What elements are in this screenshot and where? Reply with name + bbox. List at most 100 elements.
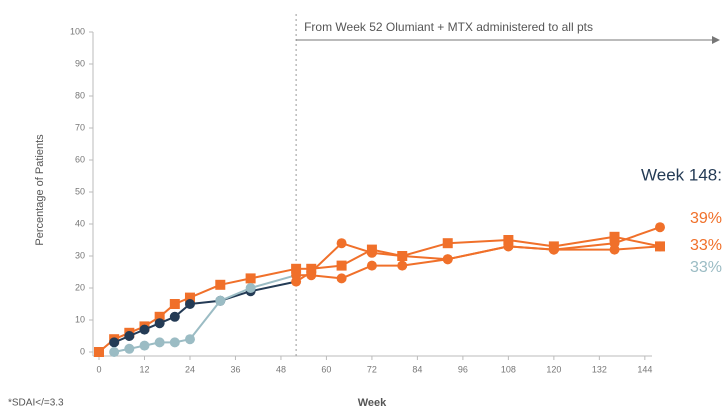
x-tick-label: 144	[637, 364, 652, 374]
marker	[291, 263, 302, 274]
series-segment	[371, 251, 403, 257]
arrow-head	[712, 36, 720, 44]
x-tick-label: 60	[321, 364, 331, 374]
marker	[336, 238, 347, 249]
series-segment	[189, 299, 221, 305]
series-segment	[250, 280, 297, 293]
series-segment	[401, 242, 449, 257]
series-segment	[189, 283, 221, 299]
series-segment	[614, 245, 661, 251]
x-tick-label: 120	[546, 364, 561, 374]
marker	[503, 235, 514, 245]
x-tick-label: 12	[139, 364, 149, 374]
marker	[184, 334, 195, 345]
marker	[154, 318, 165, 329]
series-segment	[447, 245, 509, 261]
y-tick-label: 30	[75, 250, 85, 260]
series-segment	[341, 242, 373, 254]
series-segment	[553, 235, 615, 248]
x-tick-label: 24	[185, 364, 195, 374]
series-segment	[402, 258, 448, 267]
x-tick-label: 108	[501, 364, 516, 374]
series-segment	[614, 226, 661, 245]
x-tick-label: 96	[458, 364, 468, 374]
x-tick-label: 72	[367, 364, 377, 374]
marker	[291, 270, 302, 281]
marker	[609, 231, 620, 242]
series-segment	[341, 248, 373, 267]
end-label: 33%	[690, 237, 722, 254]
marker	[184, 292, 195, 303]
marker	[245, 273, 256, 284]
marker	[336, 260, 347, 271]
marker	[366, 260, 377, 271]
y-tick-label: 50	[75, 186, 85, 196]
marker	[655, 241, 665, 252]
series-segment	[447, 239, 509, 245]
x-tick-label: 84	[412, 364, 422, 374]
annotation: From Week 52 Olumiant + MTX administered…	[304, 20, 593, 34]
x-tick-label: 48	[276, 364, 286, 374]
marker	[245, 283, 256, 293]
marker	[184, 299, 195, 309]
y-tick-label: 60	[75, 154, 85, 164]
series-segment	[189, 300, 222, 340]
end-title: Week 148:	[641, 165, 722, 184]
marker	[215, 279, 226, 290]
marker	[215, 295, 226, 306]
x-tick-label: 0	[96, 364, 101, 374]
marker	[442, 254, 453, 265]
marker	[109, 347, 120, 357]
x-tick-label: 36	[230, 364, 240, 374]
y-axis-label: Percentage of Patients	[34, 134, 46, 246]
end-label: 33%	[690, 259, 722, 276]
y-tick-label: 20	[75, 282, 85, 292]
series-segment	[220, 277, 251, 286]
series-segment	[341, 264, 373, 280]
marker	[139, 340, 150, 351]
marker	[169, 311, 180, 322]
marker	[548, 244, 559, 255]
y-tick-label: 40	[75, 218, 85, 228]
marker	[503, 241, 514, 252]
x-tick-label: 132	[592, 364, 607, 374]
marker	[124, 331, 135, 341]
y-tick-label: 90	[75, 58, 85, 68]
series-segment	[508, 239, 555, 248]
footnote: *SDAI</=3.3	[8, 398, 64, 409]
marker	[397, 260, 408, 271]
series-segment	[219, 287, 252, 302]
y-tick-label: 10	[75, 314, 85, 324]
y-tick-label: 70	[75, 122, 85, 132]
end-label: 39%	[690, 210, 722, 227]
marker	[169, 299, 180, 309]
y-tick-label: 100	[70, 26, 85, 36]
marker	[655, 222, 665, 233]
x-axis-label: Week	[358, 397, 387, 409]
marker	[124, 343, 135, 354]
series-segment	[250, 267, 297, 280]
series-segment	[614, 235, 661, 248]
series-segment	[402, 255, 448, 261]
marker	[154, 311, 165, 322]
series-segment	[250, 274, 297, 289]
marker	[397, 251, 408, 261]
y-tick-label: 80	[75, 90, 85, 100]
series-segment	[310, 242, 343, 273]
series-segment	[508, 245, 554, 251]
marker	[366, 247, 377, 258]
marker	[139, 324, 150, 335]
series-segment	[553, 242, 615, 251]
marker	[154, 337, 165, 348]
marker	[336, 273, 347, 284]
marker	[109, 337, 120, 348]
y-tick-label: 0	[80, 346, 85, 356]
marker	[442, 238, 453, 249]
marker	[609, 244, 620, 255]
marker	[169, 337, 180, 348]
marker	[306, 270, 317, 281]
series-segment	[311, 274, 342, 280]
marker	[94, 347, 104, 357]
